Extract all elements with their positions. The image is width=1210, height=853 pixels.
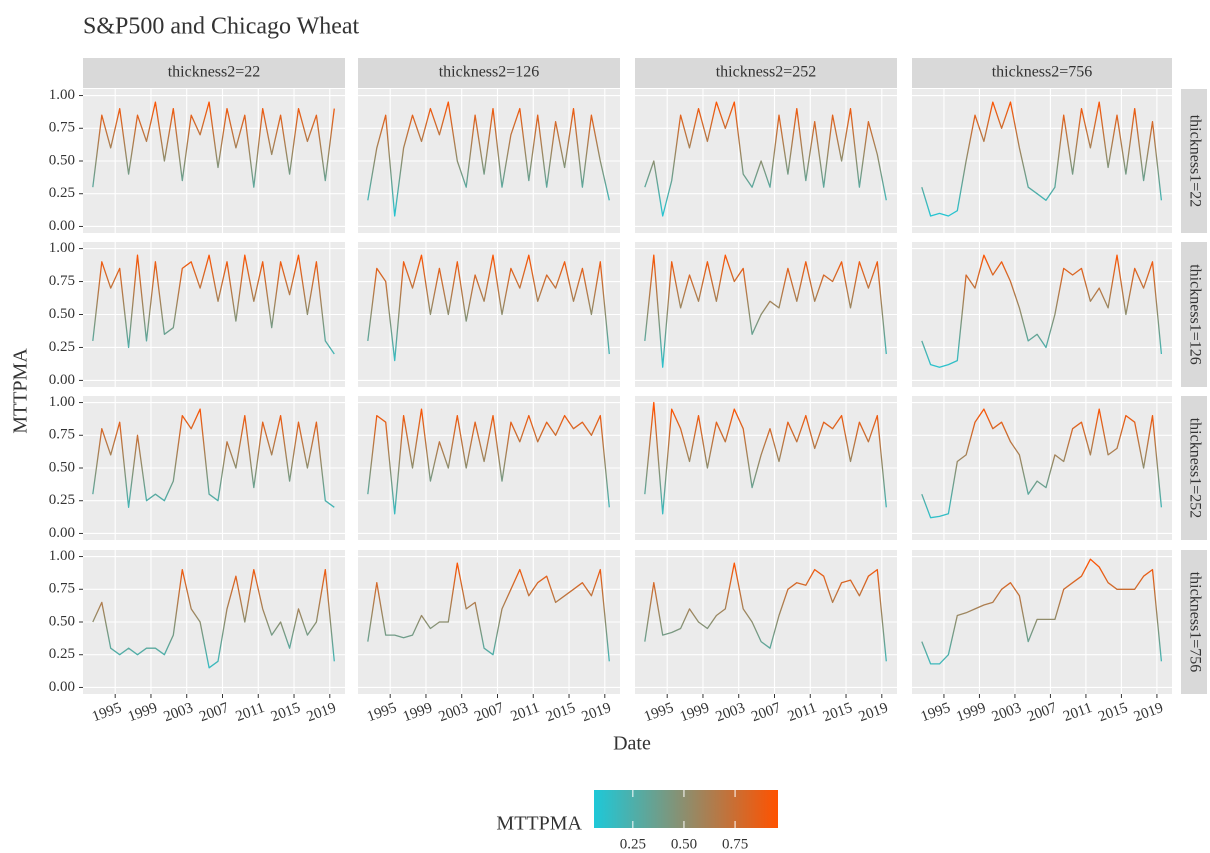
facet-strip [1181, 550, 1207, 694]
data-line [367, 254, 610, 362]
x-tick-label: 1995 [642, 700, 676, 725]
y-axis-label: MTTPMA [10, 348, 32, 434]
data-line [644, 562, 887, 662]
facet-strip [1181, 396, 1207, 540]
y-tick-label: 0.75 [49, 427, 75, 443]
y-tick-label: 0.00 [49, 372, 75, 388]
x-tick-label: 2007 [1025, 700, 1059, 725]
data-line [921, 254, 1163, 368]
facet-strip [358, 58, 620, 88]
colorbar-tick-label: 0.75 [722, 836, 748, 852]
x-tick-label: 1999 [401, 700, 435, 725]
data-line [921, 408, 1163, 519]
y-tick-label: 1.00 [49, 394, 75, 410]
x-axis-label: Date [613, 733, 651, 755]
colorbar [594, 790, 778, 828]
facet-label: thickness1=22 [1186, 115, 1203, 208]
x-tick-label: 2019 [580, 700, 614, 725]
facet-label: thickness2=252 [716, 64, 817, 81]
x-tick-label: 2015 [821, 700, 855, 725]
x-tick-label: 2015 [269, 700, 303, 725]
y-tick-label: 0.25 [49, 339, 75, 355]
x-tick-label: 2015 [544, 700, 578, 725]
facet-strip [83, 58, 345, 88]
y-tick-label: 0.25 [49, 185, 75, 201]
data-line [367, 408, 610, 515]
y-tick-label: 1.00 [49, 548, 75, 564]
facet-label: thickness2=22 [168, 64, 261, 81]
x-tick-label: 1999 [126, 700, 160, 725]
facet-label: thickness2=756 [992, 64, 1093, 81]
facet-label: thickness1=252 [1186, 418, 1203, 519]
data-line [921, 101, 1163, 217]
y-tick-label: 1.00 [49, 240, 75, 256]
x-tick-label: 2019 [857, 700, 891, 725]
data-line [92, 568, 335, 669]
x-tick-label: 2011 [786, 700, 819, 725]
x-tick-label: 1995 [365, 700, 399, 725]
chart-title: S&P500 and Chicago Wheat [83, 14, 360, 40]
y-tick-label: 0.75 [49, 581, 75, 597]
x-tick-label: 1995 [90, 700, 124, 725]
data-line [644, 401, 887, 515]
facet-strip [1181, 89, 1207, 233]
x-tick-label: 2011 [234, 700, 267, 725]
y-tick-label: 0.75 [49, 120, 75, 136]
x-tick-label: 2003 [437, 700, 471, 725]
y-tick-label: 0.00 [49, 525, 75, 541]
y-tick-label: 0.00 [49, 679, 75, 695]
x-tick-label: 2003 [990, 700, 1024, 725]
y-tick-label: 1.00 [49, 87, 75, 103]
colorbar-tick-label: 0.25 [620, 836, 646, 852]
y-tick-label: 0.50 [49, 613, 75, 629]
data-line [92, 254, 335, 355]
facet-strip [1181, 242, 1207, 387]
facet-strip [912, 58, 1172, 88]
data-line [367, 562, 610, 662]
facet-label: thickness2=126 [439, 64, 540, 81]
data-line [921, 558, 1163, 665]
data-line [92, 101, 335, 188]
data-line [644, 254, 887, 368]
facet-label: thickness1=126 [1186, 264, 1203, 365]
facet-strip [635, 58, 897, 88]
x-tick-label: 1995 [919, 700, 953, 725]
x-tick-label: 2011 [1061, 700, 1094, 725]
x-tick-label: 2003 [714, 700, 748, 725]
data-line [644, 101, 887, 217]
y-tick-label: 0.50 [49, 152, 75, 168]
y-tick-label: 0.25 [49, 492, 75, 508]
data-line [367, 101, 610, 217]
x-tick-label: 1999 [954, 700, 988, 725]
x-tick-label: 1999 [678, 700, 712, 725]
x-tick-label: 2019 [305, 700, 339, 725]
y-tick-label: 0.25 [49, 646, 75, 662]
y-tick-label: 0.75 [49, 273, 75, 289]
y-tick-label: 0.50 [49, 306, 75, 322]
x-tick-label: 2019 [1132, 700, 1166, 725]
colorbar-title: MTTPMA [496, 813, 582, 835]
colorbar-tick-label: 0.50 [671, 836, 697, 852]
data-line [92, 408, 335, 508]
y-tick-label: 0.50 [49, 459, 75, 475]
y-tick-label: 0.00 [49, 218, 75, 234]
x-tick-label: 2003 [162, 700, 196, 725]
x-tick-label: 2011 [509, 700, 542, 725]
x-tick-label: 2007 [472, 700, 506, 725]
x-tick-label: 2007 [197, 700, 231, 725]
x-tick-label: 2015 [1096, 700, 1130, 725]
x-tick-label: 2007 [749, 700, 783, 725]
facet-label: thickness1=756 [1186, 572, 1203, 673]
